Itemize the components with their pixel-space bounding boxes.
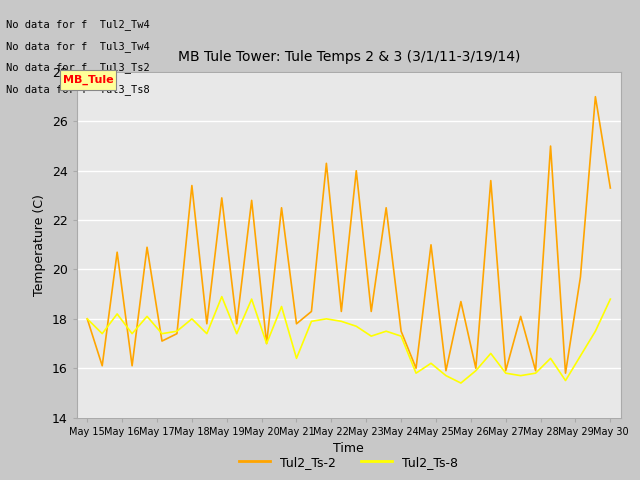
- Tul2_Ts-2: [472, 365, 479, 371]
- Title: MB Tule Tower: Tule Temps 2 & 3 (3/1/11-3/19/14): MB Tule Tower: Tule Temps 2 & 3 (3/1/11-…: [178, 50, 520, 64]
- Tul2_Ts-2: [502, 368, 509, 373]
- Line: Tul2_Ts-8: Tul2_Ts-8: [87, 297, 611, 383]
- Tul2_Ts-8: [457, 380, 465, 386]
- Tul2_Ts-8: [83, 316, 91, 322]
- Tul2_Ts-2: [173, 331, 180, 336]
- Tul2_Ts-8: [472, 368, 479, 373]
- Tul2_Ts-8: [591, 328, 599, 334]
- Tul2_Ts-8: [128, 331, 136, 336]
- Tul2_Ts-8: [337, 318, 345, 324]
- Tul2_Ts-2: [113, 249, 121, 255]
- Tul2_Ts-2: [83, 316, 91, 322]
- Tul2_Ts-8: [517, 373, 525, 379]
- Tul2_Ts-8: [203, 331, 211, 336]
- Tul2_Ts-2: [412, 365, 420, 371]
- Tul2_Ts-2: [308, 309, 316, 314]
- Tul2_Ts-8: [308, 318, 316, 324]
- Tul2_Ts-2: [188, 183, 196, 189]
- Text: No data for f  Tul3_Ts2: No data for f Tul3_Ts2: [6, 62, 150, 73]
- Tul2_Ts-2: [577, 274, 584, 280]
- Tul2_Ts-2: [143, 244, 151, 250]
- Tul2_Ts-2: [367, 309, 375, 314]
- Tul2_Ts-2: [128, 363, 136, 369]
- Tul2_Ts-2: [427, 242, 435, 248]
- Tul2_Ts-2: [397, 328, 405, 334]
- Tul2_Ts-8: [487, 350, 495, 356]
- X-axis label: Time: Time: [333, 442, 364, 455]
- Y-axis label: Temperature (C): Temperature (C): [33, 194, 46, 296]
- Tul2_Ts-2: [337, 309, 345, 314]
- Tul2_Ts-8: [113, 311, 121, 317]
- Tul2_Ts-8: [382, 328, 390, 334]
- Tul2_Ts-8: [562, 378, 570, 384]
- Tul2_Ts-2: [292, 321, 300, 327]
- Tul2_Ts-8: [547, 356, 554, 361]
- Tul2_Ts-2: [99, 363, 106, 369]
- Tul2_Ts-8: [367, 333, 375, 339]
- Tul2_Ts-8: [263, 341, 271, 347]
- Tul2_Ts-2: [323, 160, 330, 166]
- Tul2_Ts-8: [412, 370, 420, 376]
- Tul2_Ts-8: [502, 370, 509, 376]
- Tul2_Ts-8: [607, 296, 614, 302]
- Tul2_Ts-8: [99, 331, 106, 336]
- Tul2_Ts-2: [517, 313, 525, 319]
- Tul2_Ts-8: [233, 331, 241, 336]
- Tul2_Ts-2: [442, 368, 450, 373]
- Line: Tul2_Ts-2: Tul2_Ts-2: [87, 96, 611, 373]
- Tul2_Ts-2: [263, 341, 271, 347]
- Tul2_Ts-2: [353, 168, 360, 174]
- Tul2_Ts-8: [427, 360, 435, 366]
- Tul2_Ts-2: [591, 94, 599, 99]
- Tul2_Ts-2: [532, 368, 540, 373]
- Tul2_Ts-2: [607, 185, 614, 191]
- Text: No data for f  Tul3_Ts8: No data for f Tul3_Ts8: [6, 84, 150, 95]
- Tul2_Ts-2: [203, 321, 211, 327]
- Text: No data for f  Tul3_Tw4: No data for f Tul3_Tw4: [6, 41, 150, 52]
- Tul2_Ts-2: [562, 370, 570, 376]
- Text: MB_Tule: MB_Tule: [63, 74, 114, 85]
- Tul2_Ts-8: [442, 373, 450, 379]
- Tul2_Ts-2: [233, 321, 241, 327]
- Text: No data for f  Tul2_Tw4: No data for f Tul2_Tw4: [6, 19, 150, 30]
- Tul2_Ts-2: [547, 143, 554, 149]
- Tul2_Ts-2: [248, 197, 255, 203]
- Tul2_Ts-2: [382, 205, 390, 211]
- Tul2_Ts-2: [278, 205, 285, 211]
- Tul2_Ts-8: [158, 331, 166, 336]
- Tul2_Ts-2: [457, 299, 465, 304]
- Tul2_Ts-2: [218, 195, 226, 201]
- Tul2_Ts-2: [158, 338, 166, 344]
- Tul2_Ts-8: [577, 353, 584, 359]
- Tul2_Ts-8: [323, 316, 330, 322]
- Tul2_Ts-8: [353, 324, 360, 329]
- Tul2_Ts-8: [248, 296, 255, 302]
- Legend: Tul2_Ts-2, Tul2_Ts-8: Tul2_Ts-2, Tul2_Ts-8: [234, 451, 463, 474]
- Tul2_Ts-8: [397, 333, 405, 339]
- Tul2_Ts-8: [173, 328, 180, 334]
- Tul2_Ts-8: [188, 316, 196, 322]
- Tul2_Ts-8: [218, 294, 226, 300]
- Tul2_Ts-8: [278, 304, 285, 310]
- Tul2_Ts-8: [292, 356, 300, 361]
- Tul2_Ts-2: [487, 178, 495, 183]
- Tul2_Ts-8: [532, 370, 540, 376]
- Tul2_Ts-8: [143, 313, 151, 319]
